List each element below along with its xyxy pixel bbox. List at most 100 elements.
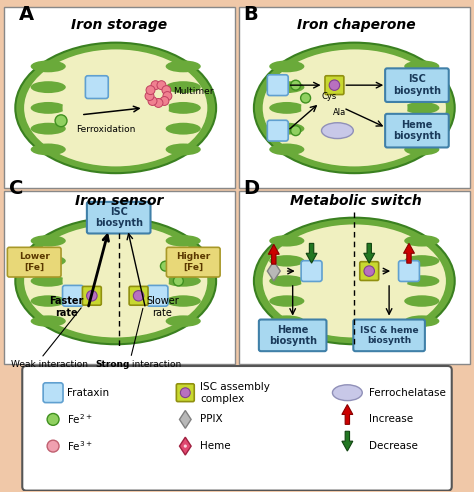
- Polygon shape: [268, 245, 279, 264]
- Text: Ala: Ala: [333, 108, 346, 117]
- FancyBboxPatch shape: [399, 261, 419, 281]
- Ellipse shape: [404, 235, 439, 246]
- Ellipse shape: [404, 255, 439, 267]
- FancyBboxPatch shape: [82, 286, 101, 305]
- Ellipse shape: [404, 123, 439, 135]
- Ellipse shape: [269, 315, 304, 327]
- Text: ISC
biosynth: ISC biosynth: [95, 207, 143, 228]
- Ellipse shape: [165, 102, 201, 114]
- Ellipse shape: [404, 61, 439, 72]
- Ellipse shape: [31, 315, 66, 327]
- Ellipse shape: [31, 144, 66, 155]
- Ellipse shape: [23, 223, 208, 338]
- Circle shape: [46, 264, 56, 274]
- Text: ISC & heme
biosynth: ISC & heme biosynth: [360, 326, 419, 345]
- Circle shape: [47, 413, 59, 426]
- Text: D: D: [243, 179, 259, 198]
- FancyBboxPatch shape: [267, 75, 288, 95]
- Ellipse shape: [31, 295, 66, 307]
- Text: Fe$^{2+}$: Fe$^{2+}$: [67, 412, 93, 426]
- Ellipse shape: [254, 43, 455, 173]
- Text: Increase: Increase: [369, 414, 413, 425]
- Text: Iron storage: Iron storage: [71, 18, 167, 32]
- Circle shape: [162, 86, 171, 94]
- Ellipse shape: [269, 102, 304, 114]
- Text: Metabolic switch: Metabolic switch: [291, 194, 422, 208]
- FancyBboxPatch shape: [360, 262, 379, 280]
- FancyBboxPatch shape: [129, 286, 148, 305]
- Ellipse shape: [404, 81, 439, 93]
- Text: Cys: Cys: [322, 92, 337, 101]
- FancyBboxPatch shape: [353, 319, 425, 351]
- Circle shape: [291, 125, 301, 136]
- Ellipse shape: [31, 61, 66, 72]
- Ellipse shape: [165, 275, 201, 287]
- Ellipse shape: [31, 275, 66, 287]
- Ellipse shape: [269, 295, 304, 307]
- Ellipse shape: [262, 49, 447, 167]
- Text: PPIX: PPIX: [200, 414, 223, 425]
- Polygon shape: [403, 244, 414, 263]
- Text: ISC assembly
complex: ISC assembly complex: [200, 382, 270, 403]
- Text: Heme
biosynth: Heme biosynth: [269, 325, 317, 346]
- Ellipse shape: [404, 102, 439, 114]
- Text: Strong: Strong: [96, 360, 130, 369]
- Ellipse shape: [269, 81, 304, 93]
- Circle shape: [55, 115, 67, 127]
- Text: Multimer: Multimer: [173, 87, 214, 95]
- Ellipse shape: [301, 74, 408, 142]
- Ellipse shape: [31, 235, 66, 246]
- Polygon shape: [364, 244, 374, 263]
- Circle shape: [133, 291, 144, 301]
- FancyBboxPatch shape: [8, 247, 61, 277]
- Ellipse shape: [269, 255, 304, 267]
- Ellipse shape: [15, 217, 216, 344]
- Circle shape: [87, 291, 97, 301]
- Text: Decrease: Decrease: [369, 441, 418, 451]
- FancyBboxPatch shape: [301, 261, 322, 281]
- FancyBboxPatch shape: [22, 366, 452, 491]
- Text: C: C: [9, 179, 24, 198]
- Circle shape: [161, 261, 170, 271]
- Polygon shape: [306, 244, 317, 263]
- Ellipse shape: [165, 81, 201, 93]
- Circle shape: [301, 93, 310, 103]
- Text: Ferrochelatase: Ferrochelatase: [369, 388, 446, 398]
- Text: B: B: [243, 5, 258, 24]
- Circle shape: [151, 81, 160, 90]
- FancyBboxPatch shape: [325, 76, 344, 94]
- Text: Fe$^{3+}$: Fe$^{3+}$: [67, 439, 93, 453]
- Ellipse shape: [15, 43, 216, 173]
- Ellipse shape: [269, 123, 304, 135]
- Text: A: A: [19, 5, 35, 24]
- Ellipse shape: [404, 144, 439, 155]
- Circle shape: [364, 266, 374, 277]
- FancyBboxPatch shape: [166, 247, 220, 277]
- Circle shape: [157, 81, 166, 90]
- Ellipse shape: [165, 144, 201, 155]
- FancyBboxPatch shape: [4, 7, 235, 188]
- Text: interaction: interaction: [128, 360, 181, 369]
- FancyBboxPatch shape: [4, 191, 235, 364]
- Circle shape: [148, 96, 157, 105]
- Ellipse shape: [165, 235, 201, 246]
- FancyBboxPatch shape: [239, 7, 470, 188]
- Ellipse shape: [269, 61, 304, 72]
- FancyBboxPatch shape: [87, 202, 151, 234]
- Text: Faster
rate: Faster rate: [49, 296, 83, 317]
- FancyBboxPatch shape: [239, 191, 470, 364]
- FancyBboxPatch shape: [259, 319, 327, 351]
- Circle shape: [181, 388, 190, 398]
- Text: Heme: Heme: [200, 441, 231, 451]
- Text: Higher
[Fe]: Higher [Fe]: [176, 252, 210, 272]
- Text: Iron chaperone: Iron chaperone: [297, 18, 416, 32]
- Ellipse shape: [254, 217, 455, 344]
- Ellipse shape: [165, 295, 201, 307]
- Circle shape: [154, 98, 163, 107]
- Ellipse shape: [321, 123, 353, 139]
- Polygon shape: [342, 431, 353, 451]
- Circle shape: [291, 80, 301, 90]
- Text: Ferroxidation: Ferroxidation: [76, 124, 136, 134]
- Circle shape: [160, 96, 169, 105]
- Ellipse shape: [269, 235, 304, 246]
